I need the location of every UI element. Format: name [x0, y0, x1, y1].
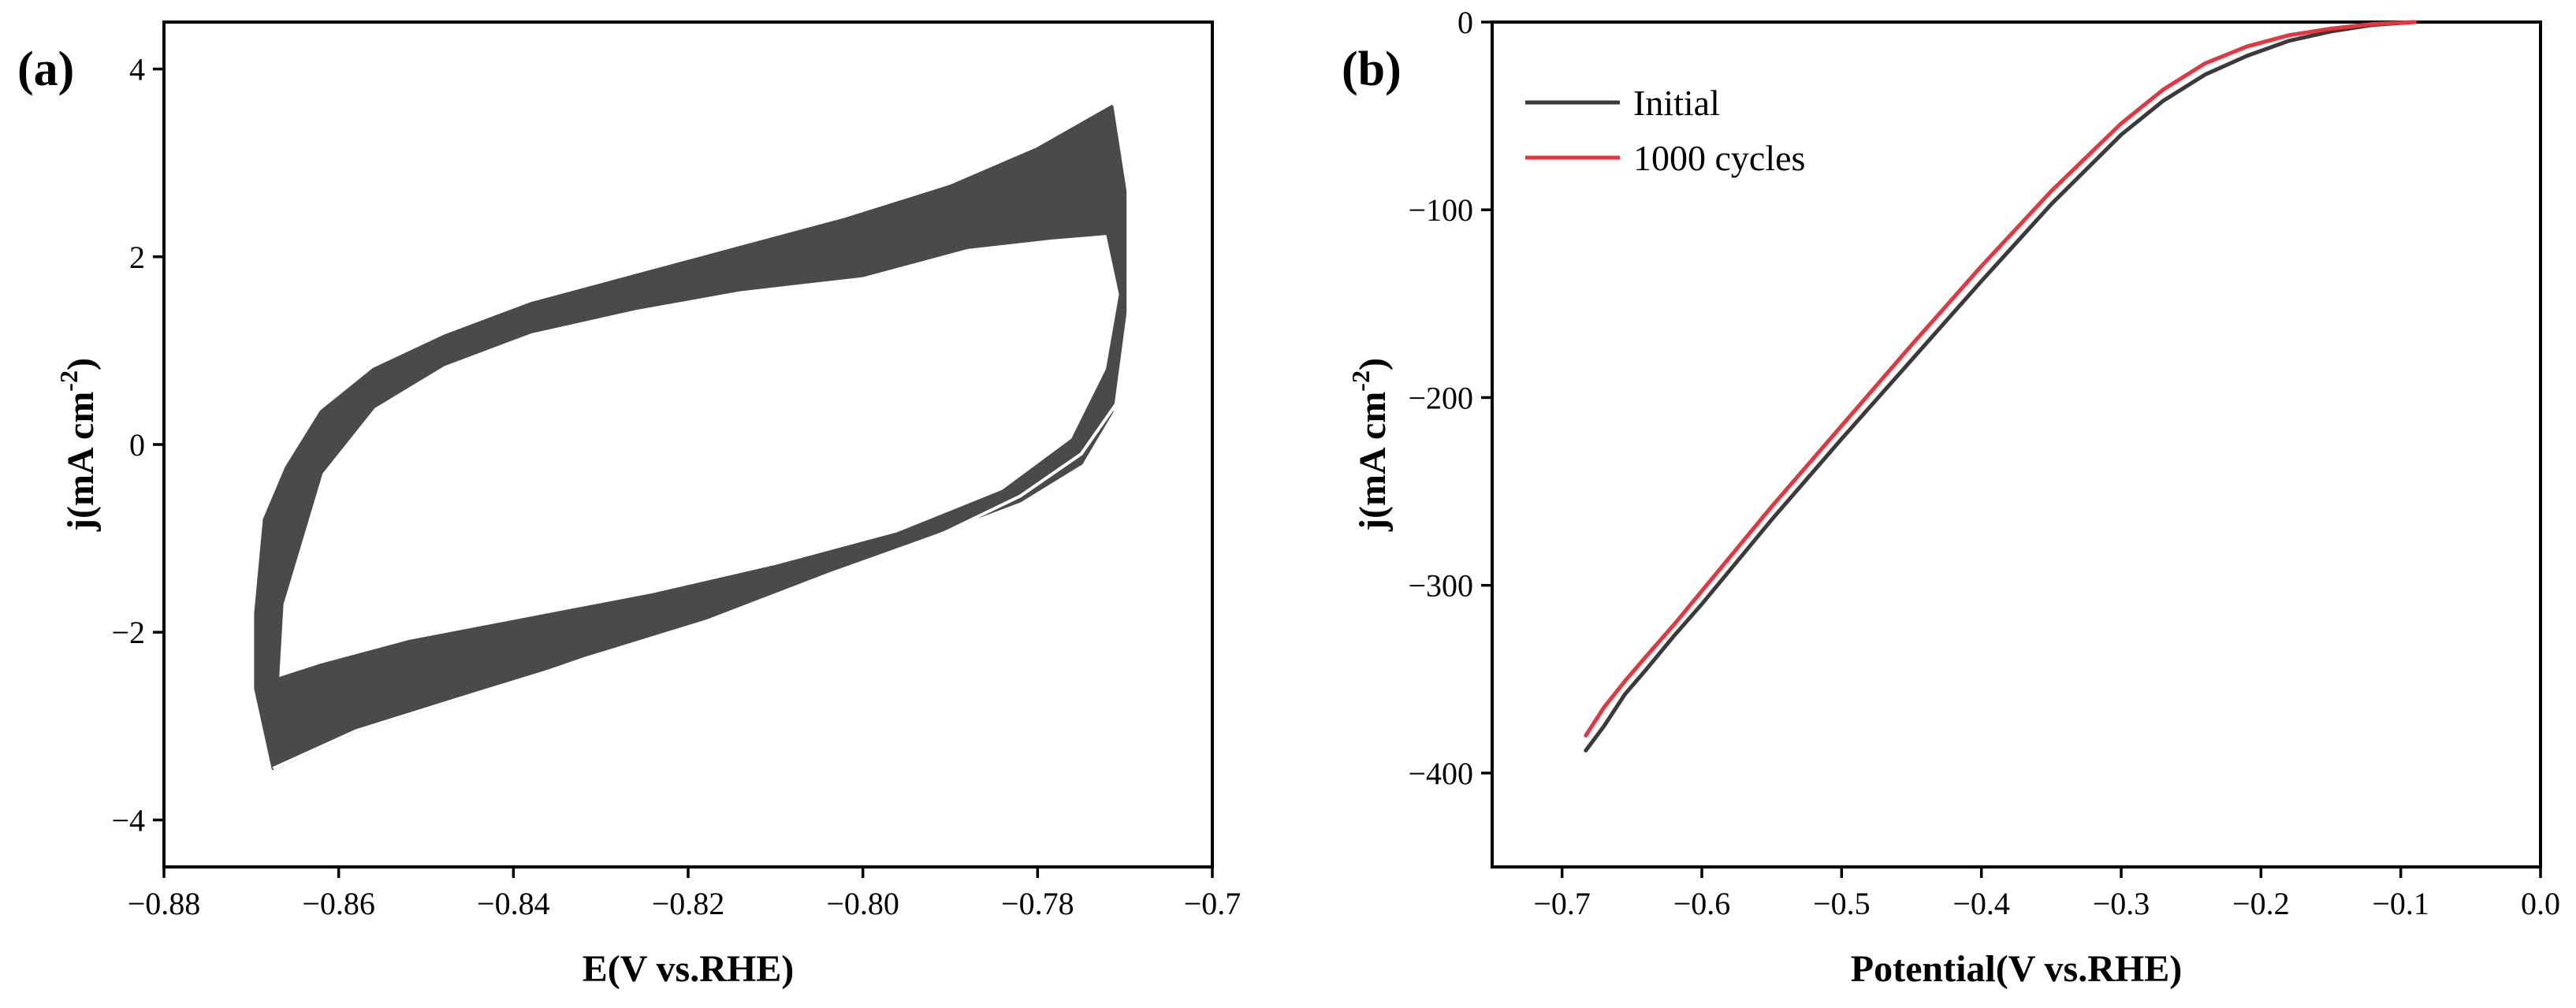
x-tick-label: −0.80 [826, 886, 899, 921]
series-line-initial [1584, 20, 2417, 753]
cv-last-cycle-series [272, 322, 1131, 770]
panel-a-y-axis-title-sup: -2 [54, 370, 83, 392]
y-tick-label: −200 [1408, 380, 1473, 415]
x-tick-label: −0.88 [128, 886, 201, 921]
panel-a-cv-chart: (a) −0.88 −0.86 −0.84 −0.82 −0.80 −0.78 −0.7 −… [17, 20, 1241, 990]
x-tick-label: 0.0 [2521, 886, 2560, 921]
x-tick-label: −0.3 [2093, 886, 2150, 921]
panel-b-y-ticks: 0 −100 −200 −300 −400 [1408, 5, 1492, 791]
x-tick-label: −0.5 [1813, 886, 1871, 921]
panel-a-label: (a) [17, 43, 74, 96]
y-tick-label: 0 [1457, 5, 1473, 40]
x-tick-label: −0.6 [1673, 886, 1731, 921]
x-tick-label: −0.7 [1533, 886, 1591, 921]
x-tick-label: −0.84 [477, 886, 550, 921]
panel-b-label: (b) [1342, 43, 1402, 96]
y-tick-label: −2 [111, 615, 145, 650]
panel-b-y-axis-title-main: j(mA cm [1352, 392, 1394, 532]
panel-b-y-axis-title-end: ) [1352, 358, 1394, 370]
legend-label-1000-cycles: 1000 cycles [1633, 138, 1805, 178]
panel-b-x-axis-title: Potential(V vs.RHE) [1851, 948, 2182, 990]
x-tick-label: −0.86 [302, 886, 375, 921]
panel-a-x-axis-title: E(V vs.RHE) [583, 948, 794, 990]
panel-a-y-ticks: −4 −2 0 2 4 [111, 52, 164, 838]
panel-a-x-ticks: −0.88 −0.86 −0.84 −0.82 −0.80 −0.78 −0.7 [128, 867, 1241, 921]
y-tick-label: −100 [1408, 192, 1473, 228]
panel-a-y-axis-title: j(mA cm-2) [54, 358, 102, 532]
panel-b-x-ticks: −0.7 −0.6 −0.5 −0.4 −0.3 −0.2 −0.1 0.0 [1533, 867, 2560, 921]
series-line-1000-cycles [1584, 20, 2417, 738]
x-tick-label: −0.78 [1001, 886, 1074, 921]
y-tick-label: 2 [129, 240, 145, 275]
panel-b-legend: Initial 1000 cycles [1525, 83, 1805, 178]
cv-band-series [254, 105, 1127, 770]
panel-b-plot-area [1584, 20, 2417, 753]
panel-b-plot-frame [1491, 20, 2542, 869]
y-tick-label: 4 [129, 52, 145, 87]
legend-label-initial: Initial [1633, 83, 1720, 123]
y-tick-label: 0 [129, 427, 145, 463]
x-tick-label: −0.1 [2372, 886, 2429, 921]
x-tick-label: −0.7 [1184, 886, 1241, 921]
x-tick-label: −0.4 [1952, 886, 2010, 921]
panel-b-lsv-chart: (b) −0.7 −0.6 −0.5 −0.4 −0.3 −0.2 −0.1 0.0 0 −10… [1342, 5, 2560, 990]
panel-a-y-axis-title-end: ) [60, 358, 102, 370]
panel-a-y-axis-title-main: j(mA cm [60, 392, 102, 532]
y-tick-label: −300 [1408, 568, 1473, 604]
panel-b-y-axis-title-sup: -2 [1346, 370, 1375, 392]
x-tick-label: −0.2 [2232, 886, 2290, 921]
y-tick-label: −4 [111, 802, 145, 838]
x-tick-label: −0.82 [652, 886, 725, 921]
panel-a-plot-area [254, 105, 1131, 770]
y-tick-label: −400 [1408, 756, 1473, 791]
panel-b-y-axis-title: j(mA cm-2) [1346, 358, 1394, 532]
